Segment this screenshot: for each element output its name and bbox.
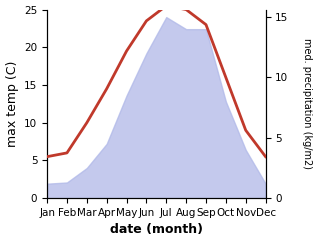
X-axis label: date (month): date (month) [110, 223, 203, 236]
Y-axis label: max temp (C): max temp (C) [5, 61, 18, 147]
Y-axis label: med. precipitation (kg/m2): med. precipitation (kg/m2) [302, 38, 313, 169]
